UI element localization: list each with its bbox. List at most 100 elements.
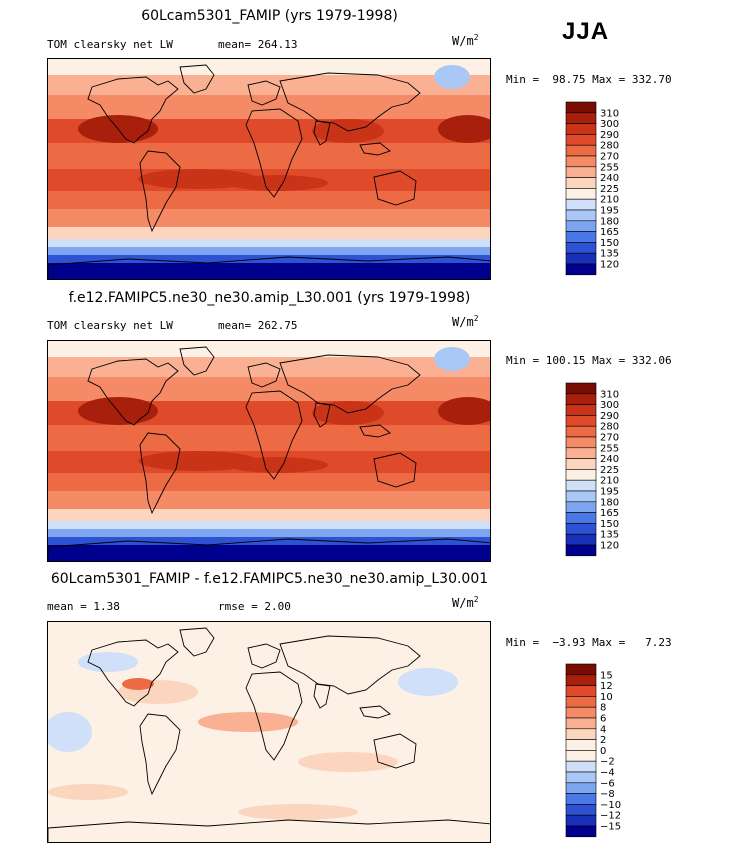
panel-title: 60Lcam5301_FAMIP (yrs 1979-1998): [141, 8, 398, 24]
colorbar-label: 8: [600, 703, 606, 714]
coastline: [313, 683, 331, 709]
coastline: [245, 671, 303, 761]
colorbar-label: 310: [600, 108, 619, 119]
coastline: [48, 819, 490, 842]
colorbar-label: 195: [600, 487, 619, 498]
coastline: [87, 639, 179, 707]
colorbar-swatch: [565, 415, 597, 427]
colorbar-swatch: [565, 134, 597, 146]
coastline: [313, 120, 331, 146]
colorbar-label: 120: [600, 260, 619, 271]
colorbar-swatch: [565, 674, 597, 686]
colorbar-swatch: [565, 166, 597, 178]
colorbar-label: 290: [600, 130, 619, 141]
map-difference: [47, 621, 491, 843]
colorbar-swatch: [565, 544, 597, 557]
mean-label: mean = 1.38: [47, 600, 120, 613]
mean-label: mean= 262.75: [218, 319, 298, 332]
colorbar-swatch: [565, 252, 597, 265]
colorbar-label: 0: [600, 746, 606, 757]
colorbar-swatch: [565, 804, 597, 816]
variable-label: TOM clearsky net LW: [47, 319, 173, 332]
colorbar-label: 255: [600, 443, 619, 454]
colorbar-label: −8: [600, 789, 615, 800]
coastline: [373, 452, 417, 488]
colorbar-swatch: [565, 479, 597, 492]
colorbar-label: −15: [600, 822, 621, 833]
colorbar-swatch: [565, 685, 597, 697]
colorbar-swatch: [565, 533, 597, 546]
rmse-label: rmse = 2.00: [218, 600, 291, 613]
colorbar: 15 12 10 8 6 4 2 0 −2 −4 −6 −8 −10 −12 −15: [565, 663, 626, 838]
coastline: [139, 432, 181, 515]
coastline: [245, 390, 303, 480]
colorbar-swatch: [565, 404, 597, 416]
coastline: [279, 635, 421, 695]
colorbar-label: 300: [600, 119, 619, 130]
colorbar-swatch: [565, 717, 597, 730]
coastline: [359, 424, 391, 438]
colorbar-label: 165: [600, 508, 619, 519]
units-label: W/m2: [452, 314, 479, 329]
colorbar-label: 4: [600, 724, 606, 735]
colorbar-swatch: [565, 523, 597, 535]
coastline: [247, 362, 281, 388]
coastline: [179, 64, 215, 94]
coastline: [279, 72, 421, 132]
colorbar-label: 280: [600, 141, 619, 152]
colorbar-swatch: [565, 112, 597, 124]
colorbar-label: 225: [600, 184, 619, 195]
colorbar-label: 310: [600, 389, 619, 400]
colorbar-label: 180: [600, 497, 619, 508]
colorbar-swatch: [565, 501, 597, 513]
colorbar-swatch: [565, 706, 597, 719]
min-max-label: Min = 98.75 Max = 332.70: [506, 73, 672, 86]
map-model: [47, 58, 491, 280]
colorbar-swatch: [565, 663, 597, 676]
coastline: [48, 256, 490, 279]
colorbar-label: 280: [600, 422, 619, 433]
colorbar-label: 165: [600, 227, 619, 238]
colorbar-label: 300: [600, 400, 619, 411]
colorbar-swatch: [565, 144, 597, 157]
panel-title: f.e12.FAMIPC5.ne30_ne30.amip_L30.001 (yr…: [68, 290, 471, 306]
colorbar-label: 120: [600, 541, 619, 552]
colorbar-swatch: [565, 814, 597, 827]
coastline: [139, 713, 181, 796]
colorbar-swatch: [565, 458, 597, 470]
colorbar: 310 300 290 280 270 255 240 225 210 195 180 165 150 1…: [565, 101, 626, 276]
coastline: [373, 170, 417, 206]
colorbar-label: 180: [600, 216, 619, 227]
colorbar-swatch: [565, 242, 597, 254]
coastline: [247, 643, 281, 669]
mean-label: mean= 264.13: [218, 38, 298, 51]
coastline: [359, 705, 391, 719]
colorbar-swatch: [565, 123, 597, 135]
colorbar-swatch: [565, 696, 597, 708]
colorbar-swatch: [565, 512, 597, 524]
colorbar-label: 135: [600, 249, 619, 260]
colorbar-label: 290: [600, 411, 619, 422]
colorbar-swatch: [565, 793, 597, 805]
colorbar-label: −12: [600, 811, 621, 822]
colorbar-label: 270: [600, 433, 619, 444]
colorbar-label: 150: [600, 519, 619, 530]
colorbar-swatch: [565, 198, 597, 211]
colorbar-swatch: [565, 760, 597, 773]
colorbar-label: −6: [600, 778, 615, 789]
colorbar-swatch: [565, 188, 597, 200]
colorbar-swatch: [565, 825, 597, 838]
coastline: [179, 627, 215, 657]
panel-title: 60Lcam5301_FAMIP - f.e12.FAMIPC5.ne30_ne…: [50, 571, 489, 587]
colorbar-swatch: [565, 771, 597, 784]
colorbar-label: 10: [600, 692, 613, 703]
colorbar-swatch: [565, 177, 597, 189]
colorbar-label: 150: [600, 238, 619, 249]
colorbar-swatch: [565, 750, 597, 762]
colorbar-label: 2: [600, 735, 606, 746]
coastline: [313, 402, 331, 428]
coastline: [87, 76, 179, 144]
colorbar-swatch: [565, 728, 597, 740]
colorbar: 310 300 290 280 270 255 240 225 210 195 180 165 150 1…: [565, 382, 626, 557]
colorbar-swatch: [565, 101, 597, 114]
